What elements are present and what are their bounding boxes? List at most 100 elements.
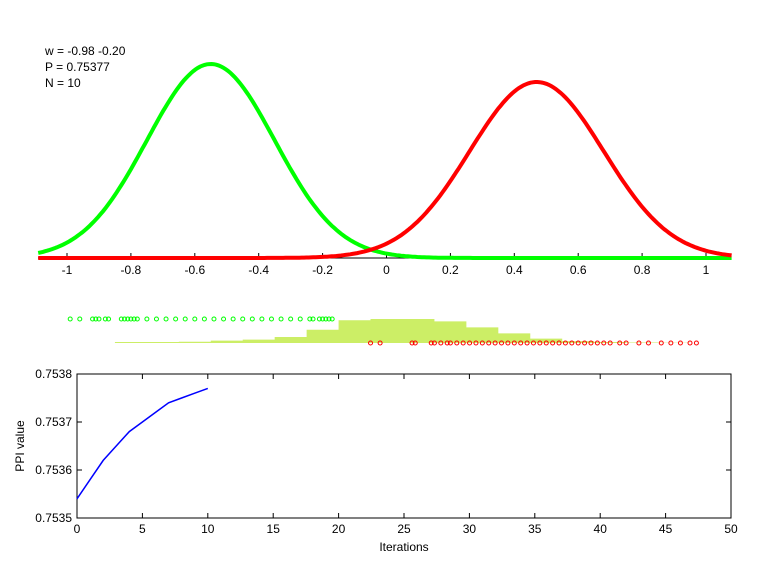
- x-tick-label: 0.6: [570, 263, 587, 277]
- class1-sample-marker: [288, 316, 294, 322]
- class1-sample-marker: [134, 316, 140, 322]
- class2-sample-marker: [505, 340, 511, 346]
- x-tick-label: 20: [332, 522, 346, 536]
- class1-sample-marker: [128, 316, 134, 322]
- class2-sample-marker: [444, 340, 450, 346]
- class2-sample-marker: [518, 340, 524, 346]
- class2-sample-marker: [511, 340, 517, 346]
- weights-annotation: w = -0.98 -0.20: [45, 44, 126, 58]
- n-annotation: N = 10: [45, 76, 81, 90]
- class2-sample-marker: [543, 340, 549, 346]
- class2-sample-marker: [607, 340, 613, 346]
- x-axis-label: Iterations: [379, 540, 428, 554]
- class1-sample-marker: [182, 316, 188, 322]
- class1-sample-marker: [144, 316, 150, 322]
- class2-sample-marker: [588, 340, 594, 346]
- class2-sample-marker: [617, 340, 623, 346]
- class2-sample-marker: [569, 340, 575, 346]
- class2-sample-marker: [537, 340, 543, 346]
- x-tick-label: -0.2: [312, 263, 333, 277]
- class1-sample-marker: [310, 316, 316, 322]
- density-axes: -1 -0.8 -0.6 -0.4 -0.2 0 0.2 0.4 0.6 0.8 1: [37, 61, 732, 277]
- class2-sample-marker: [693, 340, 699, 346]
- class1-sample-marker: [106, 316, 112, 322]
- class1-sample-marker: [118, 316, 124, 322]
- projection-axes: [67, 316, 699, 346]
- class2-sample-marker: [677, 340, 683, 346]
- class1-sample-marker: [259, 316, 265, 322]
- x-tick-label: 50: [724, 522, 738, 536]
- class2-sample-marker: [668, 340, 674, 346]
- class2-sample-marker: [368, 340, 374, 346]
- class1-sample-marker: [268, 316, 274, 322]
- class2-sample-marker: [524, 340, 530, 346]
- class1-sample-marker: [211, 316, 217, 322]
- x-tick-label: 30: [463, 522, 477, 536]
- class2-sample-marker: [601, 340, 607, 346]
- class2-sample-marker: [550, 340, 556, 346]
- class1-sample-marker: [240, 316, 246, 322]
- class1-sample-marker: [67, 316, 73, 322]
- x-tick-label: 1: [703, 263, 710, 277]
- class1-sample-marker: [122, 316, 128, 322]
- class2-sample-marker: [582, 340, 588, 346]
- y-tick-label: 0.7535: [35, 511, 72, 525]
- class1-sample-marker: [316, 316, 322, 322]
- x-tick-label: 40: [594, 522, 608, 536]
- class2-sample-marker: [594, 340, 600, 346]
- class1-sample-marker: [278, 316, 284, 322]
- class1-sample-marker: [221, 316, 227, 322]
- class2-sample-marker: [473, 340, 479, 346]
- y-tick-label: 0.7538: [35, 367, 72, 381]
- class1-sample-marker: [326, 316, 332, 322]
- ppi-annotation: P = 0.75377: [45, 60, 110, 74]
- ppi-curve: [76, 387, 209, 500]
- class2-sample-marker: [687, 340, 693, 346]
- class1-sample-marker: [329, 316, 335, 322]
- x-tick-label: 25: [397, 522, 411, 536]
- class1-sample-marker: [307, 316, 313, 322]
- class2-sample-marker: [562, 340, 568, 346]
- class2-sample-marker: [636, 340, 642, 346]
- x-tick-label: -0.6: [184, 263, 205, 277]
- class1-sample-marker: [125, 316, 131, 322]
- x-tick-label: 0: [383, 263, 390, 277]
- class1-sample-marker: [297, 316, 303, 322]
- class2-sample-marker: [431, 340, 437, 346]
- x-tick-label: -1: [62, 263, 73, 277]
- class2-sample-marker: [492, 340, 498, 346]
- class1-sample-marker: [163, 316, 169, 322]
- x-tick-label: -0.8: [121, 263, 142, 277]
- class1-sample-marker: [230, 316, 236, 322]
- class1-sample-marker: [201, 316, 207, 322]
- projection-histogram: [114, 319, 691, 343]
- class1-sample-marker: [320, 316, 326, 322]
- class1-sample-marker: [93, 316, 99, 322]
- class1-sample-marker: [102, 316, 108, 322]
- class2-sample-marker: [623, 340, 629, 346]
- x-tick-label: 0.8: [634, 263, 651, 277]
- y-tick-label: 0.7536: [35, 463, 72, 477]
- class1-sample-marker: [192, 316, 198, 322]
- x-tick-label: 5: [139, 522, 146, 536]
- class1-sample-marker: [96, 316, 102, 322]
- x-tick-label: -0.4: [248, 263, 269, 277]
- class1-sample-marker: [90, 316, 96, 322]
- class2-sample-marker: [530, 340, 536, 346]
- density-curve-1: [37, 61, 732, 260]
- class1-sample-marker: [77, 316, 83, 322]
- x-tick-label: 35: [528, 522, 542, 536]
- class1-sample-marker: [323, 316, 329, 322]
- class2-sample-marker: [447, 340, 453, 346]
- class1-sample-marker: [131, 316, 137, 322]
- x-tick-label: 0.4: [506, 263, 523, 277]
- class2-sample-marker: [556, 340, 562, 346]
- y-tick-label: 0.7537: [35, 415, 72, 429]
- class1-sample-marker: [173, 316, 179, 322]
- class1-sample-marker: [153, 316, 159, 322]
- ppi-plot-box: [76, 373, 732, 519]
- class2-sample-marker: [658, 340, 664, 346]
- class1-sample-marker: [249, 316, 255, 322]
